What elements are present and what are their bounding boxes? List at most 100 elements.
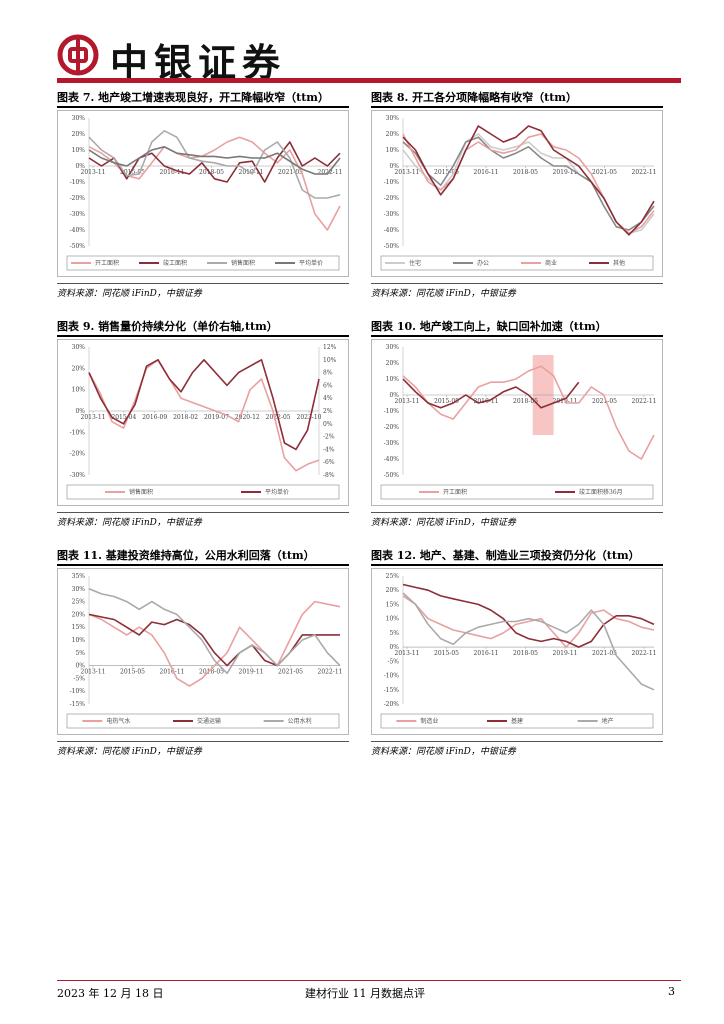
- legend-label: 地产: [602, 717, 614, 725]
- legend-label: 平均单价: [265, 488, 289, 496]
- y-tick-label: -30%: [384, 211, 400, 218]
- y-tick-label: -20%: [384, 424, 400, 431]
- x-tick-label: 2018-05: [199, 169, 224, 176]
- line-chart-fig8: 30% 20% 10% 0% -10% -20% -30% -40% -50% 2013-11 20…: [371, 110, 663, 277]
- y-tick-label: -30%: [384, 440, 400, 447]
- x-tick-label: 2016-11: [474, 169, 499, 176]
- figure-source: 资料来源：同花顺 iFinD，中银证券: [57, 289, 202, 299]
- x-tick-label: 2013-11: [81, 169, 106, 176]
- figure-title: 图表 12. 地产、基建、制造业三项投资仍分化（ttm）: [371, 549, 640, 562]
- series-line: [402, 125, 655, 236]
- x-tick-label: 2013-11: [395, 650, 420, 657]
- figure-title: 图表 11. 基建投资维持高位，公用水利回落（ttm）: [57, 549, 315, 562]
- series-line: [402, 365, 655, 460]
- y-tick-label: -20%: [384, 195, 400, 202]
- x-tick-label: 2015-05: [434, 398, 459, 405]
- footer-report-name: 建材行业 11 月数据点评: [305, 987, 425, 1000]
- y-tick-label: -10%: [384, 179, 400, 186]
- x-tick-label: 2019-07: [204, 414, 229, 421]
- y-tick-label: -20%: [70, 195, 86, 202]
- series-line: [402, 592, 655, 691]
- y-tick-label: -30%: [70, 472, 86, 479]
- source-rule: [371, 283, 663, 284]
- y-tick-label: 15%: [72, 624, 86, 631]
- chart-area: 30% 20% 10% 0% -10% -20% -30% -40% -50% 2013-11 20…: [57, 110, 349, 277]
- legend-label: 交通运输: [197, 717, 221, 725]
- y2-tick-label: -2%: [323, 434, 335, 441]
- series-line: [88, 600, 341, 687]
- x-tick-label: 2020-12: [235, 414, 260, 421]
- y-tick-label: 10%: [386, 376, 400, 383]
- x-tick-label: 2015-04: [111, 414, 136, 421]
- y-tick-label: 30%: [72, 586, 86, 593]
- series-line: [88, 588, 341, 675]
- page-header: 中银证券: [0, 0, 724, 85]
- y-tick-label: -10%: [384, 408, 400, 415]
- y-tick-label: -20%: [70, 451, 86, 458]
- legend-label: 开工面积: [95, 259, 119, 267]
- y-tick-label: 20%: [386, 131, 400, 138]
- source-rule: [371, 741, 663, 742]
- page-number: 3: [668, 985, 675, 998]
- y-tick-label: -5%: [73, 675, 85, 682]
- y-tick-label: 20%: [72, 131, 86, 138]
- title-rule: [57, 564, 349, 566]
- x-tick-label: 2016-11: [160, 169, 185, 176]
- chart-frame: [371, 110, 663, 277]
- x-tick-label: 2013-11: [81, 414, 106, 421]
- series-line: [402, 378, 580, 409]
- series-line: [88, 359, 320, 451]
- y-tick-label: 30%: [386, 344, 400, 351]
- y-tick-label: -10%: [70, 429, 86, 436]
- y-tick-label: 10%: [72, 637, 86, 644]
- y-tick-label: -30%: [70, 211, 86, 218]
- y-tick-label: -20%: [384, 701, 400, 708]
- y-tick-label: 0%: [75, 663, 85, 670]
- x-tick-label: 2013-11: [81, 669, 106, 676]
- x-tick-label: 2015-05: [434, 169, 459, 176]
- title-rule: [57, 335, 349, 337]
- x-tick-label: 2022-11: [632, 650, 657, 657]
- y-tick-label: 0%: [75, 408, 85, 415]
- legend-label: 销售面积: [129, 488, 153, 496]
- line-chart-fig10: 30% 20% 10% 0% -10% -20% -30% -40% -50% 2013-11 20…: [371, 339, 663, 506]
- source-rule: [371, 512, 663, 513]
- x-tick-label: 2016-11: [474, 650, 499, 657]
- x-tick-label: 2015-05: [120, 669, 145, 676]
- title-rule: [371, 564, 663, 566]
- y-tick-label: -5%: [387, 658, 399, 665]
- legend-label: 开工面积: [443, 488, 467, 496]
- series-line: [88, 130, 341, 199]
- chart-frame: [57, 339, 349, 506]
- y2-tick-label: 2%: [323, 408, 333, 415]
- y-tick-label: 25%: [72, 599, 86, 606]
- footer-date: 2023 年 12 月 18 日: [57, 987, 164, 1000]
- y-tick-label: 10%: [386, 147, 400, 154]
- x-tick-label: 2022-11: [318, 169, 343, 176]
- legend-box: [380, 713, 654, 729]
- bank-of-china-logo-icon: [57, 34, 99, 76]
- y-tick-label: 15%: [386, 601, 400, 608]
- x-tick-label: 2016-09: [142, 414, 167, 421]
- title-rule: [57, 106, 349, 108]
- x-tick-label: 2013-11: [395, 398, 420, 405]
- series-line: [88, 141, 341, 183]
- x-tick-label: 2021-05: [592, 398, 617, 405]
- legend-label: 销售面积: [231, 259, 255, 267]
- title-rule: [371, 106, 663, 108]
- y2-tick-label: 10%: [323, 357, 337, 364]
- legend-label: 公用水利: [288, 717, 312, 725]
- y-tick-label: -10%: [70, 688, 86, 695]
- legend-label: 办公: [477, 259, 489, 267]
- figure-title: 图表 8. 开工各分项降幅略有收窄（ttm）: [371, 91, 577, 104]
- x-tick-label: 2019-11: [553, 169, 578, 176]
- y2-tick-label: 12%: [323, 344, 337, 351]
- y-tick-label: 30%: [72, 115, 86, 122]
- legend-label: 竣工面积移36月: [579, 488, 623, 496]
- y-tick-label: -40%: [384, 456, 400, 463]
- y-tick-label: 20%: [386, 587, 400, 594]
- chart-frame: [371, 339, 663, 506]
- figure-source: 资料来源：同花顺 iFinD，中银证券: [371, 518, 516, 528]
- x-tick-label: 2016-11: [160, 669, 185, 676]
- header-rule: [57, 78, 681, 83]
